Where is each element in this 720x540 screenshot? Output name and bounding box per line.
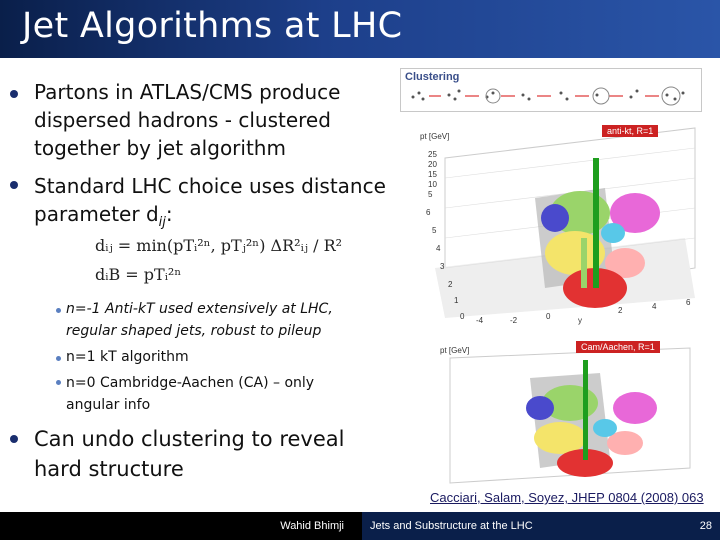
antikt-lego-plot bbox=[435, 127, 696, 318]
x-tick: 0 bbox=[546, 312, 551, 321]
footer: Wahid Bhimji Jets and Substructure at th… bbox=[0, 512, 720, 540]
x-tick: 4 bbox=[652, 302, 657, 311]
subbullet-dot bbox=[56, 380, 61, 385]
phi-tick: 0 bbox=[460, 312, 465, 321]
phi-tick: 1 bbox=[454, 296, 459, 305]
cam-pt-axis-label: pt [GeV] bbox=[440, 346, 470, 355]
antikt-pt-ticks: 25 20 15 10 5 bbox=[428, 150, 437, 200]
formula-dib: dᵢB = pTᵢ²ⁿ bbox=[95, 265, 182, 284]
pt-tick: 25 bbox=[428, 150, 437, 159]
y-axis-label: y bbox=[578, 316, 582, 325]
bullet-distance-sub: ij bbox=[158, 215, 166, 230]
footer-talk-title: Jets and Substructure at the LHC bbox=[370, 520, 533, 532]
phi-tick: 6 bbox=[426, 208, 431, 217]
subbullet-dot bbox=[56, 308, 61, 313]
phi-tick: 4 bbox=[436, 244, 441, 253]
subbullet-kt: n=1 kT algorithm bbox=[66, 349, 189, 365]
x-tick: -4 bbox=[476, 316, 484, 325]
bullet-partons: Partons in ATLAS/CMS produce dispersed h… bbox=[34, 80, 341, 160]
clustering-label: Clustering bbox=[405, 71, 460, 83]
bullet-distance: Standard LHC choice uses distance parame… bbox=[34, 172, 394, 237]
pt-tick: 10 bbox=[428, 180, 437, 189]
slide-title: Jet Algorithms at LHC bbox=[22, 6, 403, 46]
cam-aachen-lego-plot bbox=[449, 347, 691, 484]
x-tick: 6 bbox=[686, 298, 691, 307]
subbullet-ca: n=0 Cambridge-Aachen (CA) – only angular… bbox=[66, 375, 315, 413]
pt-tick: 5 bbox=[428, 190, 433, 199]
antikt-tag: anti-kt, R=1 bbox=[602, 125, 659, 137]
footer-left: Wahid Bhimji bbox=[0, 512, 360, 540]
clustering-sequence-graphic bbox=[411, 86, 685, 106]
bullet-dot bbox=[10, 181, 18, 189]
x-tick: 2 bbox=[618, 306, 623, 315]
bullet-dot bbox=[10, 435, 18, 443]
antikt-pt-axis-label: pt [GeV] bbox=[420, 132, 450, 141]
phi-tick: 2 bbox=[448, 280, 453, 289]
footer-author: Wahid Bhimji bbox=[280, 520, 344, 532]
footer-right: Jets and Substructure at the LHC 28 bbox=[362, 512, 720, 540]
subbullet-antikt: n=-1 Anti-kT used extensively at LHC, re… bbox=[66, 301, 333, 339]
bullet-distance-tail: : bbox=[165, 202, 173, 226]
subbullet-dot bbox=[56, 356, 61, 361]
footer-page-number: 28 bbox=[699, 520, 712, 532]
x-tick: -2 bbox=[510, 316, 518, 325]
phi-tick: 3 bbox=[440, 262, 445, 271]
clustering-panel: Clustering bbox=[400, 68, 702, 112]
pt-tick: 15 bbox=[428, 170, 437, 179]
cam-aachen-tag: Cam/Aachen, R=1 bbox=[576, 341, 660, 353]
title-bar: Jet Algorithms at LHC bbox=[0, 0, 720, 58]
bullet-distance-text: Standard LHC choice uses distance parame… bbox=[34, 174, 386, 226]
bullet-undo: Can undo clustering to reveal hard struc… bbox=[34, 427, 345, 481]
citation-link[interactable]: Cacciari, Salam, Soyez, JHEP 0804 (2008)… bbox=[430, 490, 704, 505]
formula-dij: dᵢⱼ = min(pTᵢ²ⁿ, pTⱼ²ⁿ) ΔR²ᵢⱼ / R² bbox=[95, 236, 343, 255]
bullet-dot bbox=[10, 90, 18, 98]
pt-tick: 20 bbox=[428, 160, 437, 169]
phi-tick: 5 bbox=[432, 226, 437, 235]
